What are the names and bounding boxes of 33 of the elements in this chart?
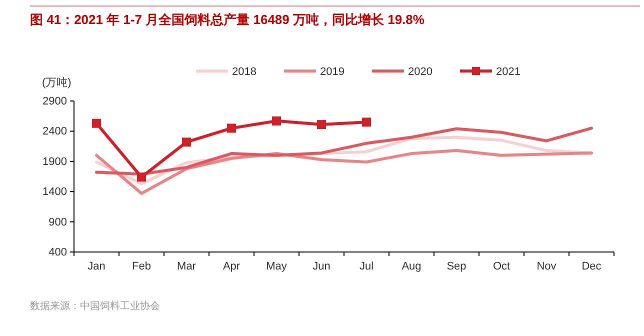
x-tick-label: Jan [88,260,106,272]
x-tick-label: Mar [177,260,196,272]
x-tick-label: May [266,260,288,272]
x-tick-label: Feb [132,260,151,272]
y-tick-label: 2400 [42,126,67,138]
point [182,138,191,147]
legend-label: 2020 [408,66,432,78]
y-tick-label: 400 [48,246,67,259]
point [92,118,101,128]
x-tick-label: Aug [402,260,422,272]
legend-label: 2019 [320,66,344,78]
x-tick-label: Sep [446,260,466,272]
point [272,116,281,126]
y-tick-label: 900 [48,216,67,228]
point [227,124,236,133]
x-tick-label: Nov [536,260,557,272]
y-axis-title: (万吨) [42,76,72,89]
x-tick-label: Jun [312,260,330,272]
source-note: 数据来源：中国饲料工业协会 [30,300,160,312]
line-series [95,149,593,195]
legend-label: 2018 [232,66,256,78]
point [362,118,371,127]
y-tick-label: 2900 [42,96,67,108]
y-tick-label: 1900 [42,156,67,168]
point [137,172,146,182]
legend-label: 2021 [496,66,520,78]
x-tick-label: Apr [222,260,240,272]
x-tick-label: Jul [359,260,374,272]
x-tick-label: Oct [492,260,510,272]
chart-title: 图 41：2021 年 1-7 月全国饲料总产量 16489 万吨，同比增长 19.8% [30,12,425,27]
x-tick-label: Dec [582,260,602,272]
y-tick-label: 1400 [42,186,67,198]
point [317,120,326,130]
